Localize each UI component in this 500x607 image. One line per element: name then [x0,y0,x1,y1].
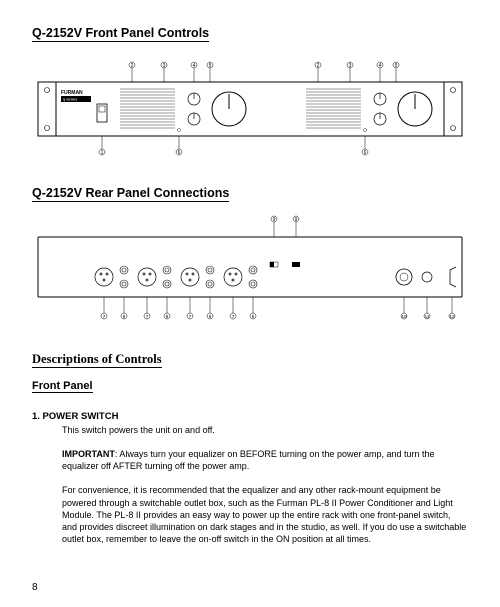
front-panel-diagram: 2 3 4 5 2 3 4 5 FURMAN q-series [32,52,468,162]
svg-text:9: 9 [295,217,298,223]
descriptions-title: Descriptions of Controls [32,352,162,368]
svg-text:9: 9 [273,217,276,223]
svg-text:8: 8 [209,314,212,319]
svg-text:8: 8 [166,314,169,319]
convenience-text: For convenience, it is recommended that … [62,484,468,545]
item-number: 1. [32,411,40,422]
svg-text:7: 7 [146,314,149,319]
important-text: : Always turn your equalizer on BEFORE t… [62,449,435,471]
svg-text:10: 10 [401,314,407,319]
svg-text:4: 4 [193,63,196,69]
item-title: POWER SWITCH [42,411,118,422]
svg-text:3: 3 [163,63,166,69]
item-1: 1. POWER SWITCH This switch powers the u… [32,411,468,545]
svg-text:7: 7 [232,314,235,319]
svg-text:4: 4 [379,63,382,69]
svg-text:q-series: q-series [63,97,77,102]
svg-text:7: 7 [103,314,106,319]
important-label: IMPORTANT [62,449,115,459]
svg-text:1: 1 [101,150,104,156]
item-description: This switch powers the unit on and off. [62,424,468,436]
important-note: IMPORTANT: Always turn your equalizer on… [62,448,468,472]
rear-panel-diagram: 9 9 7 8 [32,212,468,330]
svg-text:2: 2 [131,63,134,69]
svg-text:6: 6 [364,150,367,156]
front-panel-title: Q-2152V Front Panel Controls [32,26,209,42]
svg-text:3: 3 [349,63,352,69]
svg-text:FURMAN: FURMAN [61,90,83,96]
svg-text:11: 11 [425,314,430,319]
front-panel-subtitle: Front Panel [32,380,93,393]
rear-panel-title: Q-2152V Rear Panel Connections [32,186,229,202]
svg-text:8: 8 [252,314,255,319]
svg-text:2: 2 [317,63,320,69]
svg-text:12: 12 [449,314,455,319]
svg-text:7: 7 [189,314,192,319]
svg-text:5: 5 [395,63,398,69]
page-number: 8 [32,582,38,593]
svg-text:8: 8 [123,314,126,319]
svg-text:6: 6 [178,150,181,156]
svg-text:5: 5 [209,63,212,69]
